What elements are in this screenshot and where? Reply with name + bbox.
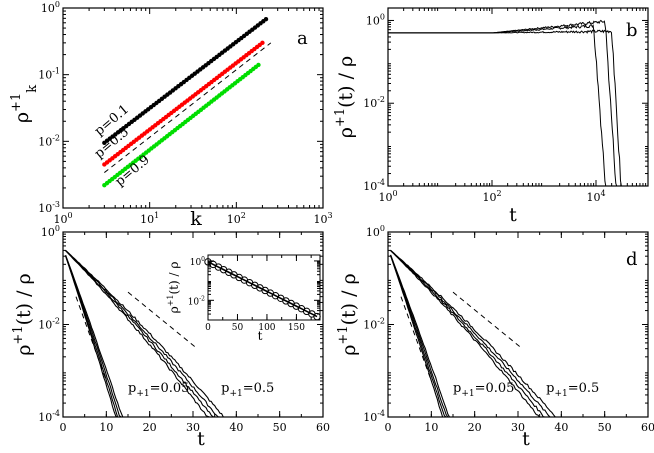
series-line xyxy=(388,29,623,187)
x-tick-label: 104 xyxy=(586,189,605,204)
panel-a: 100 101 102 10310-310-210-1100p=0.1p=0.5p=0… xyxy=(9,0,333,230)
x-tick-label: 40 xyxy=(229,421,243,434)
dashed-guide-line xyxy=(75,296,107,382)
decay-curve xyxy=(390,255,444,418)
y-axis-label: ρ+1(t) / ρ xyxy=(333,56,357,138)
x-tick-label: 0 xyxy=(60,421,67,434)
y-tick-label: 100 xyxy=(366,12,385,27)
y-axis-label: ρ+1(t) / ρ xyxy=(336,273,360,355)
y-tick-label: 10-2 xyxy=(363,95,385,110)
dashed-guide-line xyxy=(400,296,432,382)
dashed-guide-line xyxy=(104,42,272,173)
x-tick-label: 40 xyxy=(554,421,568,434)
y-tick-label: 100 xyxy=(190,256,205,268)
y-tick-label: 10-2 xyxy=(188,295,205,307)
x-tick-label: 102 xyxy=(227,211,246,226)
dashed-guide-line xyxy=(452,291,523,350)
plot-frame xyxy=(387,7,649,187)
x-axis-label: k xyxy=(190,208,202,230)
y-tick-label: 100 xyxy=(41,0,60,15)
y-tick-label: 10-4 xyxy=(363,178,385,193)
y-tick-label: 10-4 xyxy=(363,409,385,424)
curve-group-label: p+1=0.05 xyxy=(128,381,189,399)
dashed-guide-line xyxy=(127,291,198,350)
decay-curve xyxy=(390,250,545,418)
y-tick-label: 10-4 xyxy=(38,409,60,424)
x-tick-label: 100 xyxy=(258,323,275,333)
x-tick-label: 100 xyxy=(53,211,72,226)
x-tick-label: 101 xyxy=(140,211,159,226)
curve-group: p+1=0.05 xyxy=(65,254,189,418)
plot-frame xyxy=(387,231,649,418)
series-p=0.1 xyxy=(102,16,269,146)
series-p=0.5 xyxy=(102,40,265,167)
x-tick-label: 102 xyxy=(482,189,501,204)
x-tick-label: 0 xyxy=(205,323,211,333)
panel-letter: d xyxy=(626,249,638,270)
data-point xyxy=(263,16,269,22)
panel-letter: b xyxy=(626,20,638,41)
data-point xyxy=(256,62,261,68)
inset-x-axis-label: t xyxy=(258,329,263,343)
x-tick-label: 100 xyxy=(378,189,397,204)
x-tick-label: 30 xyxy=(186,421,200,434)
x-tick-label: 60 xyxy=(316,421,330,434)
x-axis-label: t xyxy=(197,428,205,450)
x-tick-label: 150 xyxy=(288,323,305,333)
x-tick-label: 103 xyxy=(313,211,332,226)
x-tick-label: 20 xyxy=(143,421,157,434)
y-tick-label: 10-2 xyxy=(38,317,60,332)
x-tick-label: 10 xyxy=(424,421,438,434)
decay-curve xyxy=(390,249,556,418)
decay-curve xyxy=(65,250,220,418)
x-tick-label: 60 xyxy=(641,421,654,434)
y-axis-label: ρ+1k xyxy=(9,85,40,123)
panel-letter: a xyxy=(297,28,308,49)
panel-c: 010203040506010-410-2100p+1=0.05p+1=0.5c… xyxy=(11,224,330,450)
curve-group-label: p+1=0.5 xyxy=(221,381,274,399)
inset-y-axis-label: ρ+1(t) / ρ xyxy=(166,262,181,314)
decay-curve xyxy=(65,250,226,418)
y-tick-label: 10-1 xyxy=(38,67,60,82)
y-axis-label: ρ+1(t) / ρ xyxy=(11,273,35,355)
curve-group-label: p+1=0.05 xyxy=(453,381,514,399)
panel-d: 0 10 20 30 40 50 60 10-4 10-2 100 p+1=0.05 p+1=0.5 d… xyxy=(336,224,654,450)
y-tick-label: 10-2 xyxy=(38,133,60,148)
x-tick-label: 0 xyxy=(385,421,392,434)
series-line xyxy=(388,24,607,187)
curve-group: p+1=0.5 xyxy=(390,249,599,418)
inset-data-point xyxy=(313,312,321,321)
x-tick-label: 10 xyxy=(99,421,113,434)
decay-curve xyxy=(65,250,215,418)
curve-group: p+1=0.5 xyxy=(65,250,274,418)
y-tick-label: 100 xyxy=(41,224,60,239)
panel-b: 100 102 104 10-4 10-2 100 b t ρ+1(t) / ρ xyxy=(333,7,649,226)
x-axis-label: t xyxy=(509,204,517,226)
x-tick-label: 30 xyxy=(511,421,525,434)
series-p=0.9 xyxy=(102,62,261,188)
decay-curve xyxy=(65,250,210,418)
x-tick-label: 50 xyxy=(232,323,244,333)
decay-curve xyxy=(65,255,118,418)
decay-curve xyxy=(390,250,541,418)
curve-group-label: p+1=0.5 xyxy=(546,381,599,399)
curve-group: p+1=0.05 xyxy=(390,254,514,418)
y-tick-label: 10-3 xyxy=(38,200,60,215)
series-label: p=0.9 xyxy=(113,152,153,189)
y-tick-label: 10-2 xyxy=(363,317,385,332)
x-tick-label: 50 xyxy=(273,421,287,434)
y-tick-label: 100 xyxy=(366,224,385,239)
x-tick-label: 50 xyxy=(598,421,612,434)
series-line xyxy=(388,19,618,187)
plot-frame xyxy=(62,7,324,209)
data-point xyxy=(260,40,265,46)
x-tick-label: 20 xyxy=(468,421,482,434)
x-axis-label: t xyxy=(522,428,530,450)
